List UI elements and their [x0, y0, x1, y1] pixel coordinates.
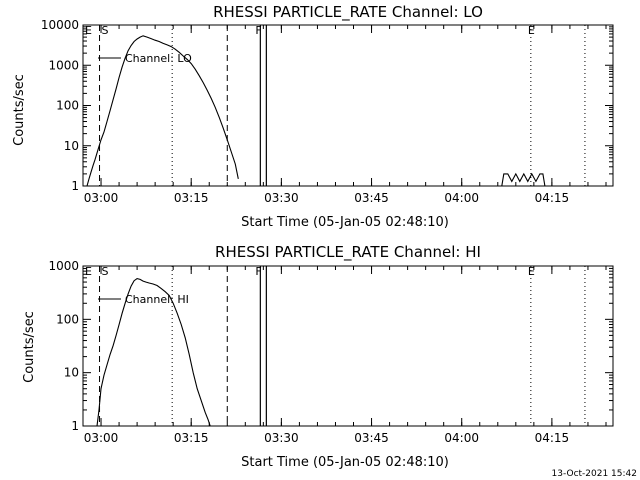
x-tick-label-hi: 04:15 — [535, 431, 570, 445]
chart-title-hi: RHESSI PARTICLE_RATE Channel: HI — [215, 243, 481, 262]
y-tick-label-lo: 1 — [71, 179, 79, 193]
marker-label-f-lo: F — [255, 24, 261, 37]
x-tick-label-lo: 03:15 — [174, 191, 209, 205]
x-tick-label-lo: 03:00 — [84, 191, 119, 205]
x-tick-label-hi: 03:30 — [264, 431, 299, 445]
chart-title-lo: RHESSI PARTICLE_RATE Channel: LO — [213, 3, 483, 22]
x-axis-label-hi: Start Time (05-Jan-05 02:48:10) — [241, 455, 449, 470]
x-axis-label-lo: Start Time (05-Jan-05 02:48:10) — [241, 215, 449, 230]
legend-label-hi: Channel: HI — [125, 293, 189, 306]
x-tick-label-hi: 03:15 — [174, 431, 209, 445]
series-line-lo-1 — [501, 172, 546, 187]
marker-label-s-lo: S — [102, 24, 109, 37]
series-line-lo-0 — [86, 35, 239, 187]
marker-label-s-hi: S — [102, 265, 109, 278]
x-tick-label-lo: 03:45 — [354, 191, 389, 205]
series-line-hi-0 — [96, 278, 211, 427]
x-tick-label-hi: 03:00 — [84, 431, 119, 445]
y-tick-label-hi: 1000 — [48, 259, 79, 273]
y-axis-label-lo: Counts/sec — [12, 74, 27, 146]
y-tick-label-lo: 1000 — [48, 58, 79, 72]
marker-label-e-end-lo: E — [528, 24, 535, 37]
x-tick-label-lo: 03:30 — [264, 191, 299, 205]
x-tick-label-hi: 03:45 — [354, 431, 389, 445]
y-axis-label-hi: Counts/sec — [22, 311, 37, 383]
marker-label-e-start-hi: E — [85, 265, 92, 278]
x-tick-label-lo: 04:00 — [444, 191, 479, 205]
y-tick-label-hi: 10 — [64, 366, 79, 380]
legend-label-lo: Channel: LO — [125, 52, 192, 65]
x-tick-label-hi: 04:00 — [444, 431, 479, 445]
marker-label-e-end-hi: E — [528, 265, 535, 278]
y-tick-label-hi: 1 — [71, 419, 79, 433]
panel-lo: RHESSI PARTICLE_RATE Channel: LO Counts/… — [12, 3, 614, 230]
panel-hi: RHESSI PARTICLE_RATE Channel: HI Counts/… — [22, 243, 614, 470]
plot-frame-hi — [82, 265, 614, 427]
y-tick-label-lo: 100 — [56, 99, 79, 113]
y-tick-label-hi: 100 — [56, 312, 79, 326]
marker-label-f-hi: F — [255, 265, 261, 278]
plot-frame-lo — [82, 24, 614, 187]
y-tick-label-lo: 10 — [64, 139, 79, 153]
y-tick-label-lo: 10000 — [41, 18, 79, 32]
timestamp-label: 13-Oct-2021 15:42 — [552, 469, 637, 479]
x-tick-label-lo: 04:15 — [535, 191, 570, 205]
marker-label-e-start-lo: E — [85, 24, 92, 37]
